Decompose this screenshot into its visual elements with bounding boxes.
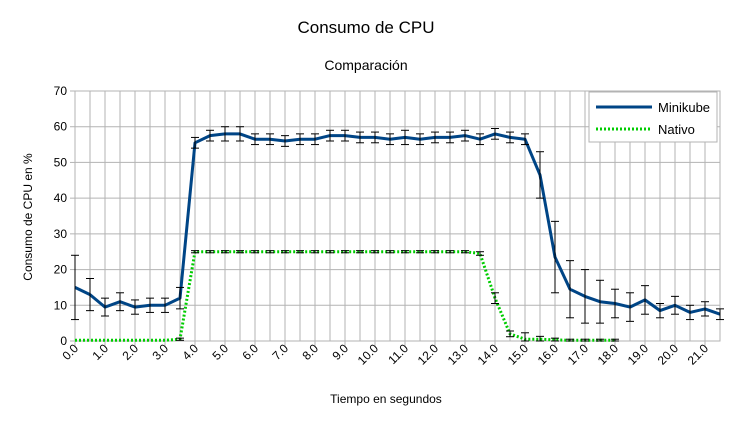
x-tick-label: 20.0 xyxy=(655,341,682,368)
series-line-minikube xyxy=(74,132,721,316)
chart-title: Consumo de CPU xyxy=(297,18,434,37)
y-axis: 0 10 20 30 40 50 60 70 xyxy=(54,84,75,348)
x-tick-label: 11.0 xyxy=(385,341,411,367)
x-axis: 0.0 1.0 2.0 3.0 4.0 5.0 6.0 7.0 8.0 9.0 10.0 11.0 12… xyxy=(59,341,711,368)
y-tick-label: 60 xyxy=(54,120,68,134)
x-tick-label: 1.0 xyxy=(89,341,111,363)
series-layer xyxy=(71,126,724,342)
x-tick-label: 2.0 xyxy=(119,341,141,363)
x-tick-label: 6.0 xyxy=(239,341,261,363)
x-tick-label: 17.0 xyxy=(565,341,592,368)
legend-label-nativo: Nativo xyxy=(658,122,695,137)
x-tick-label: 5.0 xyxy=(209,341,231,363)
y-tick-label: 30 xyxy=(54,227,68,241)
y-tick-label: 20 xyxy=(54,263,68,277)
y-tick-label: 40 xyxy=(54,191,68,205)
chart-subtitle: Comparación xyxy=(324,57,407,73)
x-tick-label: 14.0 xyxy=(475,341,502,368)
x-tick-label: 4.0 xyxy=(179,341,201,363)
x-tick-label: 15.0 xyxy=(505,341,532,368)
x-tick-label: 13.0 xyxy=(445,341,472,368)
x-tick-label: 12.0 xyxy=(415,341,442,368)
x-tick-label: 21.0 xyxy=(685,341,712,368)
x-tick-label: 10.0 xyxy=(355,341,382,368)
x-tick-label: 18.0 xyxy=(595,341,622,368)
legend-label-minikube: Minikube xyxy=(658,100,710,115)
x-tick-label: 3.0 xyxy=(149,341,171,363)
x-tick-label: 9.0 xyxy=(329,341,351,363)
y-tick-label: 10 xyxy=(54,298,68,312)
x-tick-label: 16.0 xyxy=(535,341,562,368)
y-tick-label: 50 xyxy=(54,155,68,169)
legend: Minikube Nativo xyxy=(588,91,718,143)
legend-box xyxy=(588,91,718,143)
x-tick-label: 7.0 xyxy=(269,341,291,363)
y-axis-label: Consumo de CPU en % xyxy=(21,153,35,281)
x-tick-label: 8.0 xyxy=(299,341,321,363)
x-tick-label: 19.0 xyxy=(625,341,652,368)
x-axis-label: Tiempo en segundos xyxy=(330,392,442,406)
plot-frame xyxy=(74,90,721,342)
y-tick-label: 70 xyxy=(54,84,68,98)
y-tick-label: 0 xyxy=(60,334,67,348)
